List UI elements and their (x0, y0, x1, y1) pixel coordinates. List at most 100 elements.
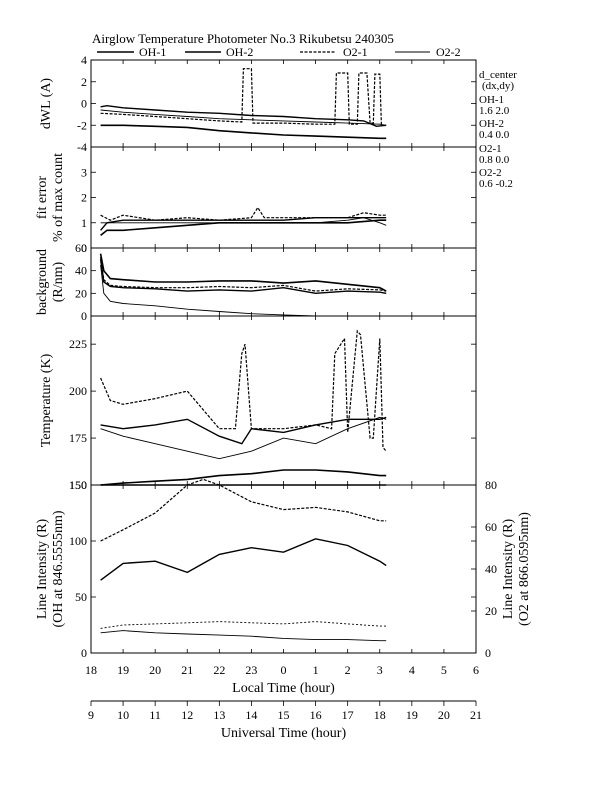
y-tick-label: 0 (81, 309, 87, 323)
dcenter-value-oh-2: 0.4 0.0 (479, 129, 510, 141)
panel-int (90, 478, 477, 654)
local-time-tick-label: 2 (345, 663, 351, 677)
series-bg-o2-1 (100, 257, 387, 292)
y-tick-label: 1 (81, 216, 87, 230)
series-int-o2-1 (100, 478, 387, 542)
universal-time-tick-label: 20 (438, 708, 450, 722)
series-int-oh-2 (100, 538, 387, 581)
local-time-tick-label: 4 (409, 663, 415, 677)
dcenter-value-o2-1: 0.8 0.0 (479, 154, 510, 166)
dcenter-value-o2-2: 0.6 -0.2 (479, 178, 513, 190)
legend-label-o2-1: O2-1 (343, 45, 368, 59)
y-right-tick-label: 0 (485, 646, 491, 660)
universal-time-tick-label: 18 (374, 708, 386, 722)
local-time-tick-label: 5 (441, 663, 447, 677)
series-bg-oh-1 (99, 253, 387, 292)
y-tick-label: 20 (75, 286, 87, 300)
y-axis-label-dwl: dWL (A) (39, 78, 54, 130)
series-int-o2-3 (100, 621, 387, 629)
dcenter-value-oh-1: 1.6 2.0 (479, 105, 510, 117)
universal-time-tick-label: 21 (470, 708, 482, 722)
series-temp-o2-2 (100, 416, 387, 460)
universal-time-tick-label: 9 (88, 708, 94, 722)
dcenter-name-o2-2: O2-2 (479, 167, 502, 179)
local-time-axis-label: Local Time (hour) (232, 681, 335, 696)
series-bg-o2-2 (100, 264, 316, 317)
y-tick-label: 0 (81, 97, 87, 111)
local-time-tick-label: 19 (117, 663, 129, 677)
y-tick-label: 175 (69, 431, 87, 445)
y-tick-label: 3 (81, 165, 87, 179)
local-time-tick-label: 18 (85, 663, 97, 677)
y-tick-label: 0 (81, 646, 87, 660)
universal-time-tick-label: 17 (342, 708, 354, 722)
series-temp-oh-2 (100, 416, 387, 445)
y-tick-label: 50 (75, 590, 87, 604)
legend-label-oh-2: OH-2 (226, 45, 253, 59)
y-tick-label: 150 (69, 478, 87, 492)
y-right-tick-label: 40 (485, 562, 497, 576)
local-time-tick-label: 22 (213, 663, 225, 677)
y-right-axis-label: Line Intensity (R) (501, 519, 516, 620)
universal-time-tick-label: 10 (117, 708, 129, 722)
local-time-tick-label: 23 (245, 663, 257, 677)
y-axis-label-temp: Temperature (K) (39, 353, 54, 447)
series-dwl-o2-2 (100, 109, 387, 126)
y-right-tick-label: 60 (485, 520, 497, 534)
dcenter-name-o2-1: O2-1 (479, 143, 502, 155)
dcenter-name-oh-2: OH-2 (479, 118, 504, 130)
y-tick-label: 200 (69, 384, 87, 398)
y-tick-label: 150 (69, 478, 87, 492)
y-right-tick-label: 20 (485, 604, 497, 618)
y-axis-label-fit: fit error (35, 176, 50, 219)
series-dwl-oh-1 (100, 124, 387, 140)
universal-time-tick-label: 16 (310, 708, 322, 722)
series-dwl-oh-2 (100, 104, 387, 128)
y-tick-label: 40 (75, 264, 87, 278)
y-tick-label: 0 (81, 241, 87, 255)
panel-frame (90, 146, 477, 249)
universal-time-tick-label: 11 (149, 708, 161, 722)
panel-bg (90, 247, 477, 317)
universal-time-axis-label: Universal Time (hour) (221, 726, 347, 741)
universal-time-tick-label: 15 (278, 708, 290, 722)
universal-time-tick-label: 13 (213, 708, 225, 722)
series-bg-oh-2 (99, 259, 387, 295)
chart-title: Airglow Temperature Photometer No.3 Riku… (92, 31, 394, 46)
y-right-axis-label2: (O2 at 866.0595nm) (517, 512, 532, 626)
series-fit-o2-2 (100, 217, 387, 226)
legend-label-o2-2: O2-2 (436, 45, 461, 59)
panel-dwl (90, 59, 477, 148)
series-temp-o2-1 (100, 329, 387, 452)
y-tick-label: 2 (81, 191, 87, 205)
y-tick-label: 60 (75, 241, 87, 255)
universal-time-tick-label: 14 (245, 708, 257, 722)
y-axis-label2-int: (OH at 846.5555nm) (51, 510, 66, 627)
y-tick-label: -2 (77, 118, 87, 132)
universal-time-tick-label: 12 (181, 708, 193, 722)
local-time-tick-label: 21 (181, 663, 193, 677)
panel-fit (90, 146, 477, 249)
series-fit-o2-1 (100, 206, 387, 221)
universal-time-tick-label: 19 (406, 708, 418, 722)
dcenter-header: d_center (479, 69, 517, 81)
local-time-tick-label: 6 (473, 663, 479, 677)
y-tick-label: -4 (77, 140, 87, 154)
y-axis-label2-fit: % of max count (51, 153, 66, 242)
local-time-tick-label: 20 (149, 663, 161, 677)
series-dwl-o2-1 (100, 68, 387, 126)
panel-frame (90, 315, 477, 486)
y-tick-label: 2 (81, 75, 87, 89)
local-time-tick-label: 3 (377, 663, 383, 677)
dcenter-name-oh-1: OH-1 (479, 94, 504, 106)
dcenter-subheader: (dx,dy) (482, 80, 514, 92)
local-time-tick-label: 1 (313, 663, 319, 677)
panel-frame (90, 59, 477, 148)
y-tick-label: 225 (69, 337, 87, 351)
y-right-tick-label: 80 (485, 478, 497, 492)
y-tick-label: 4 (81, 53, 87, 67)
series-int-o2-2 (100, 630, 387, 642)
panel-temp (90, 315, 477, 486)
legend-label-oh-1: OH-1 (139, 45, 166, 59)
